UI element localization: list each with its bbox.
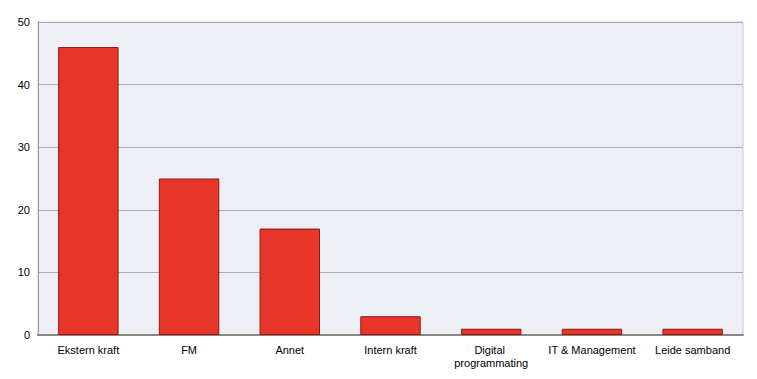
svg-text:IT & Management: IT & Management bbox=[548, 344, 635, 356]
svg-text:20: 20 bbox=[18, 204, 30, 216]
svg-text:FM: FM bbox=[181, 344, 197, 356]
svg-text:0: 0 bbox=[24, 329, 30, 341]
svg-text:Annet: Annet bbox=[275, 344, 304, 356]
svg-text:Intern kraft: Intern kraft bbox=[364, 344, 417, 356]
svg-text:50: 50 bbox=[18, 16, 30, 28]
svg-text:10: 10 bbox=[18, 266, 30, 278]
svg-text:30: 30 bbox=[18, 141, 30, 153]
svg-text:Leide samband: Leide samband bbox=[655, 344, 730, 356]
svg-text:Ekstern kraft: Ekstern kraft bbox=[57, 344, 119, 356]
svg-text:40: 40 bbox=[18, 79, 30, 91]
svg-text:programmating: programmating bbox=[454, 357, 528, 369]
svg-text:Digital: Digital bbox=[474, 344, 508, 356]
